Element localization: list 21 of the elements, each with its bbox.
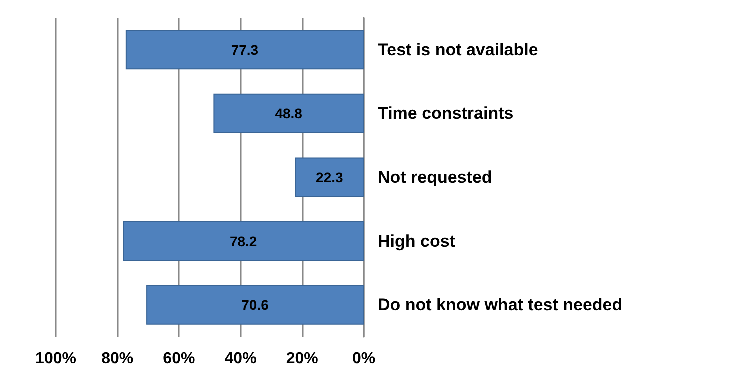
y-tick-label: Time constraints	[378, 104, 514, 124]
x-tick-label: 80%	[102, 350, 134, 368]
bar	[126, 30, 364, 70]
bar	[146, 285, 364, 325]
y-tick-label: Not requested	[378, 168, 492, 187]
data-label: 48.8	[275, 106, 303, 122]
y-tick-label: Do not know what test needed	[378, 296, 623, 315]
data-label: 22.3	[316, 170, 344, 186]
x-tick-label: 40%	[224, 350, 257, 368]
data-label: 77.3	[231, 42, 259, 58]
x-tick-label: 60%	[163, 350, 196, 368]
bar	[123, 222, 364, 262]
bar	[214, 94, 364, 134]
data-label: 78.2	[230, 233, 258, 250]
x-tick-label: 0%	[352, 350, 376, 368]
x-tick-label: 20%	[286, 350, 318, 368]
data-label: 70.6	[242, 297, 270, 314]
bar	[295, 158, 364, 198]
y-tick-label: High cost	[378, 232, 456, 251]
y-tick-label: Test is not available	[378, 40, 538, 60]
x-tick-label: 100%	[36, 350, 76, 368]
